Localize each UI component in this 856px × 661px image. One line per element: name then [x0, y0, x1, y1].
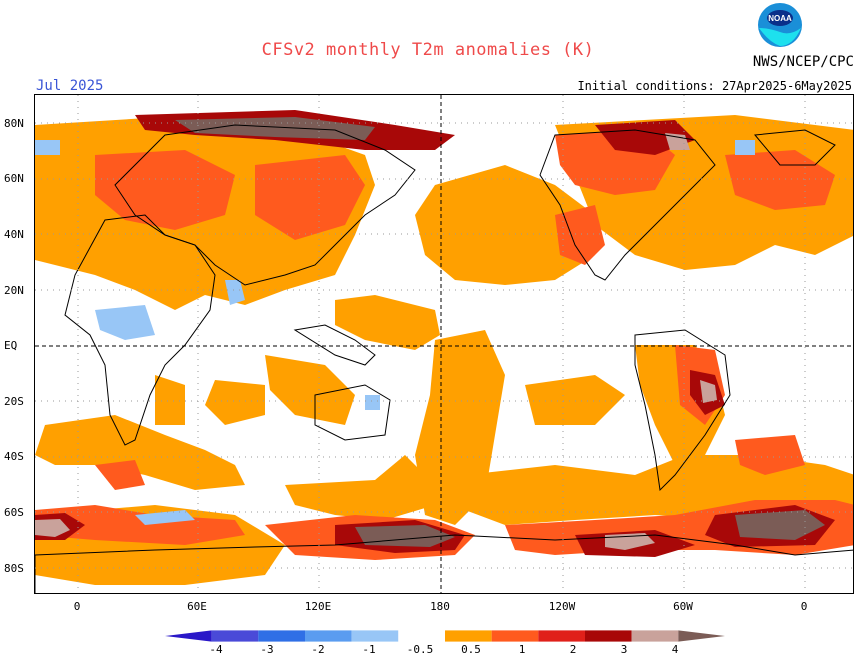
- lat-label-20s: 20S: [4, 395, 24, 408]
- lat-label-80n: 80N: [4, 117, 24, 130]
- colorbar-label: -2: [311, 643, 325, 656]
- colorbar-label: -4: [209, 643, 223, 656]
- anomaly-map-canvas: [35, 95, 853, 593]
- colorbar-segment: [585, 630, 632, 642]
- colorbar-label: 1: [518, 643, 526, 656]
- colorbar-segment: [211, 630, 259, 642]
- colorbar-segment: [305, 630, 352, 642]
- colorbar-segment: [538, 630, 585, 642]
- noaa-logo-icon: NOAA: [758, 3, 802, 47]
- colorbar-segment: [491, 630, 539, 642]
- lat-label-40s: 40S: [4, 450, 24, 463]
- forecast-month: Jul 2025: [36, 78, 104, 94]
- coastlines: [35, 124, 853, 593]
- chart-title: CFSv2 monthly T2m anomalies (K): [261, 40, 595, 60]
- colorbar-label: 0.5: [461, 643, 481, 656]
- colorbar-segment: [445, 630, 492, 642]
- initial-conditions: Initial conditions: 27Apr2025-6May2025: [577, 79, 852, 93]
- anomaly-map: [34, 94, 854, 594]
- cool-anomaly-light: [35, 140, 755, 525]
- svg-text:NOAA: NOAA: [768, 14, 792, 23]
- colorbar-segment: [351, 630, 399, 642]
- lon-label-180: 180: [430, 600, 450, 613]
- colorbar-label: 3: [620, 643, 628, 656]
- lon-label-0: 0: [73, 600, 81, 613]
- colorbar-segment: [678, 630, 725, 642]
- lat-label-eq: EQ: [4, 339, 18, 352]
- colorbar-segment: [258, 630, 305, 642]
- colorbar-label: 2: [569, 643, 577, 656]
- colorbar-label: -0.5: [406, 643, 434, 656]
- lon-label-60w: 60W: [673, 600, 693, 613]
- colorbar-label: 4: [671, 643, 679, 656]
- lat-label-60n: 60N: [4, 172, 24, 185]
- colorbar-label: -1: [362, 643, 376, 656]
- colorbar-segment: [165, 630, 212, 642]
- lat-label-20n: 20N: [4, 284, 24, 297]
- lat-label-60s: 60S: [4, 506, 24, 519]
- colorbar-segments: [165, 630, 725, 642]
- lon-label-120w: 120W: [548, 600, 576, 613]
- lon-label-120e: 120E: [304, 600, 332, 613]
- colorbar-segment: [631, 630, 679, 642]
- reference-lines: [35, 95, 853, 593]
- colorbar-label: -3: [260, 643, 274, 656]
- colorbar-segment: [398, 630, 445, 642]
- lon-label-60e: 60E: [187, 600, 207, 613]
- colorbar: [165, 630, 725, 642]
- agency-label: NWS/NCEP/CPC: [752, 54, 854, 70]
- lat-label-80s: 80S: [4, 562, 24, 575]
- lat-label-40n: 40N: [4, 228, 24, 241]
- lon-label-0-east: 0: [800, 600, 808, 613]
